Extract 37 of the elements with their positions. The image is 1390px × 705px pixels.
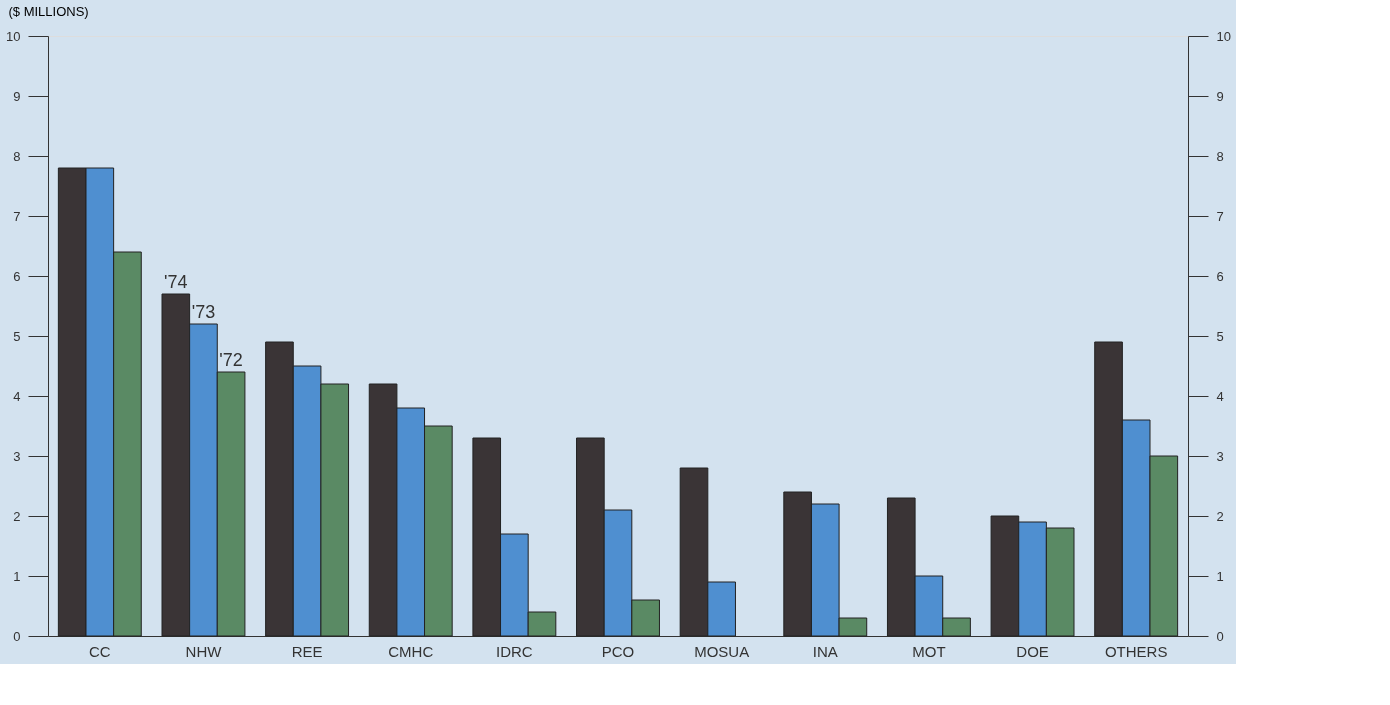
y2-tick-label: 7 [1216, 208, 1224, 224]
y2-tick-label: 9 [1216, 88, 1224, 104]
y-tick-label: 1 [13, 568, 21, 584]
y2-tick-label: 4 [1216, 388, 1224, 404]
y2-tick-label: 6 [1216, 268, 1224, 284]
y-tick-label: 2 [13, 508, 21, 524]
y-tick-label: 3 [13, 448, 21, 464]
y2-tick-label: 8 [1216, 148, 1224, 164]
x-tick-label: CMHC [388, 642, 434, 660]
y-tick-label: 6 [13, 268, 21, 284]
series-label: '74 [164, 272, 188, 292]
x-tick-label: DOE [1016, 642, 1049, 660]
x-tick-label: OTHERS [1104, 642, 1168, 660]
y2-tick-label: 0 [1216, 628, 1224, 644]
series-label: '73 [191, 302, 216, 322]
x-tick-label: MOT [912, 642, 946, 660]
y-tick-label: 4 [13, 388, 21, 404]
y2-tick-label: 2 [1216, 508, 1224, 524]
x-tick-label: NHW [185, 642, 223, 660]
y-tick-label: 8 [13, 148, 21, 164]
y-tick-label: 10 [6, 28, 21, 44]
y-tick-label: 7 [13, 208, 21, 224]
x-tick-label: MOSUA [694, 642, 750, 660]
series-label: '72 [219, 350, 243, 370]
x-tick-label: CC [88, 642, 111, 660]
y2-tick-label: 3 [1216, 448, 1224, 464]
x-tick-label: REE [291, 642, 323, 660]
x-tick-label: INA [812, 642, 838, 660]
x-tick-label: PCO [601, 642, 635, 660]
y2-tick-label: 10 [1216, 28, 1231, 44]
y2-tick-label: 5 [1216, 328, 1224, 344]
x-tick-label: IDRC [496, 642, 533, 660]
y-tick-label: 5 [13, 328, 21, 344]
y-tick-label: 9 [13, 88, 21, 104]
y2-tick-label: 1 [1216, 568, 1224, 584]
y-axis-title: ($ MILLIONS) [8, 3, 89, 19]
y-tick-label: 0 [13, 628, 21, 644]
